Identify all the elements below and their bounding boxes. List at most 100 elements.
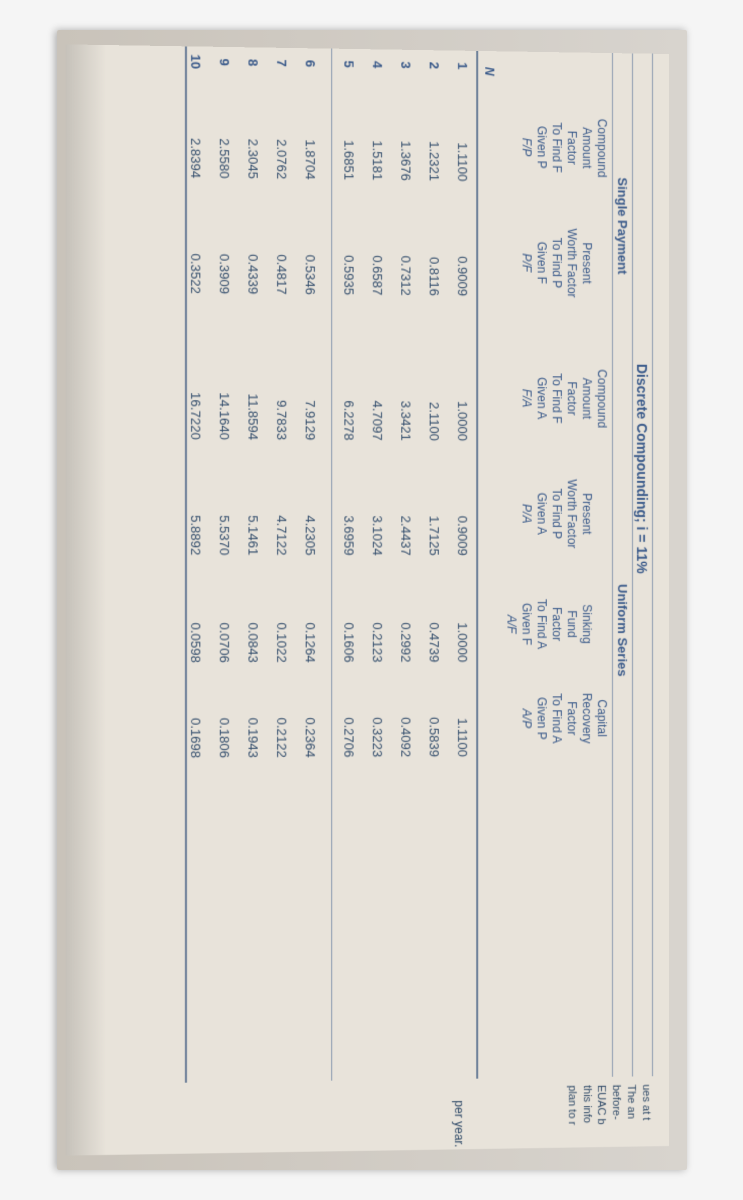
table-cell: 3.6959 [341, 473, 356, 556]
table-row: 7 2.0762 0.4817 9.7833 4.7122 0.1022 0.2122 [260, 48, 289, 1082]
hdr-symbol: F/P [518, 102, 533, 193]
table-cell: 0.0706 [216, 590, 231, 663]
table-cell: 0.7312 [398, 213, 413, 296]
table-cell: 3.1024 [369, 473, 384, 556]
hdr-line: Factor [563, 102, 578, 192]
col-header-n: N [481, 56, 496, 86]
table-row: 11.11000.90091.00000.90091.00001.1100 [441, 50, 469, 1079]
group-uniform-series: Uniform Series [614, 584, 629, 677]
rule [632, 53, 633, 1076]
table-cell: 0.0843 [245, 590, 260, 663]
table-cell: 0.1806 [216, 685, 231, 758]
table-cell: 0.0598 [188, 590, 203, 663]
hdr-line: To Find P [548, 464, 563, 564]
table-cell: 11.8594 [245, 357, 260, 440]
hdr-line: To Find A [548, 678, 563, 758]
table-cell: 0.1022 [274, 590, 289, 663]
table-cell: 0.2992 [398, 590, 413, 663]
margin-cutoff-text: ues at t The an before- EUAC b this info… [563, 1084, 652, 1155]
hdr-line: Given A [533, 353, 548, 443]
table-cell: 0.5346 [302, 212, 317, 295]
table-cell: 0.2123 [369, 590, 384, 663]
table-cell: 0.1943 [245, 685, 260, 758]
hdr-symbol: P/A [518, 463, 533, 563]
table-cell: 4.2305 [302, 473, 317, 556]
table-cell: 0.4339 [245, 211, 260, 294]
hdr-line: Worth Factor [563, 213, 578, 313]
table-cell: 1.8704 [302, 97, 317, 180]
col-header-pf: Present Worth Factor To Find P Given F P… [518, 212, 593, 313]
hdr-line: To Find P [548, 213, 563, 313]
hdr-line: Given F [533, 212, 548, 313]
table-cell: 0.1264 [302, 590, 317, 663]
hdr-line: Amount [578, 103, 593, 193]
table-row: 92.55800.390914.16405.53700.07060.1806 [203, 47, 232, 1083]
table-cell: 6.2278 [341, 358, 356, 441]
table-row: 21.23210.81162.11001.71250.47390.5839 [413, 50, 441, 1080]
col-header-ap: Capital Recovery Factor To Find A Given … [518, 678, 608, 759]
table-row: 31.36760.73123.34212.44370.29920.4092 [385, 49, 413, 1079]
table-cell: 1.3676 [398, 98, 413, 181]
table-cell: 6 [302, 48, 317, 79]
hdr-line: Worth Factor [563, 464, 578, 564]
table-cell: 0.4739 [426, 590, 441, 663]
table-cell: 0.9009 [454, 214, 469, 297]
table-row: 51.68510.59356.22783.69590.16060.2706 [328, 49, 356, 1081]
group-single-payment: Single Payment [614, 177, 629, 274]
hdr-line: Given F [518, 584, 533, 664]
table-row: 61.87040.53467.91294.23050.12640.2364 [289, 48, 318, 1081]
table-cell: 2.3045 [245, 96, 260, 179]
table-cell: 0.5935 [341, 212, 356, 295]
table-cell: 1.1100 [454, 684, 469, 756]
margin-line: ues at t [638, 1084, 653, 1154]
hdr-symbol: A/P [518, 678, 533, 758]
table-cell: 0.3522 [188, 211, 203, 294]
table-cell: 5 [341, 49, 356, 80]
hdr-line: Factor [563, 353, 578, 443]
table-cell: 0.9009 [454, 473, 469, 556]
margin-per-year: per year. [451, 1100, 465, 1147]
table-cell: 9.7833 [274, 357, 289, 440]
hdr-symbol: A/F [503, 584, 518, 664]
hdr-line: Recovery [578, 678, 593, 758]
table-cell: 0.4817 [274, 212, 289, 295]
hdr-line: To Find F [548, 102, 563, 192]
table-cell: 2 [426, 50, 441, 80]
hdr-line: Compound [593, 103, 608, 193]
table-row: 41.51810.65874.70973.10240.21230.3223 [356, 49, 384, 1080]
table-cell: 0.2706 [341, 685, 356, 758]
table-cell: 7 [274, 48, 289, 79]
hdr-line: Fund [563, 584, 578, 664]
table-cell: 9 [216, 47, 231, 78]
table-cell: 7.9129 [302, 357, 317, 440]
table-cell: 0.1698 [188, 685, 203, 758]
photo-frame: Discrete Compounding; i = 11% Single Pay… [57, 30, 687, 1170]
table-cell: 4.7097 [369, 358, 384, 441]
hdr-line: To Find A [533, 584, 548, 664]
margin-line: this info [578, 1085, 593, 1155]
table-cell: 0.3909 [216, 211, 231, 294]
table-cell: 2.8394 [188, 95, 203, 178]
hdr-line: Given P [533, 102, 548, 193]
margin-line: before- [608, 1085, 623, 1155]
table-cell: 4.7122 [274, 473, 289, 556]
table-cell: 3 [398, 50, 413, 80]
table-cell: 0.2122 [274, 685, 289, 758]
hdr-line: Sinking [578, 584, 593, 664]
table-cell: 2.5580 [216, 95, 231, 178]
hdr-line: Factor [548, 584, 563, 664]
table-cell: 5.5370 [216, 472, 231, 555]
hdr-line: Amount [578, 353, 593, 443]
table-cell: 1.2321 [426, 98, 441, 181]
table-cell: 5.8892 [188, 472, 203, 555]
rule [611, 53, 612, 1077]
table-cell: 1.1100 [454, 99, 469, 182]
col-header-af: Sinking Fund Factor To Find A Given F A/… [503, 584, 594, 664]
table-cell: 1.0000 [454, 590, 469, 662]
table-cell: 0.6587 [369, 213, 384, 296]
table-cell: 8 [245, 47, 260, 78]
hdr-symbol: F/A [518, 353, 533, 443]
table-cell: 1.0000 [454, 359, 469, 442]
table-cell: 2.0762 [274, 96, 289, 179]
col-header-pa: Present Worth Factor To Find P Given A P… [518, 463, 593, 564]
